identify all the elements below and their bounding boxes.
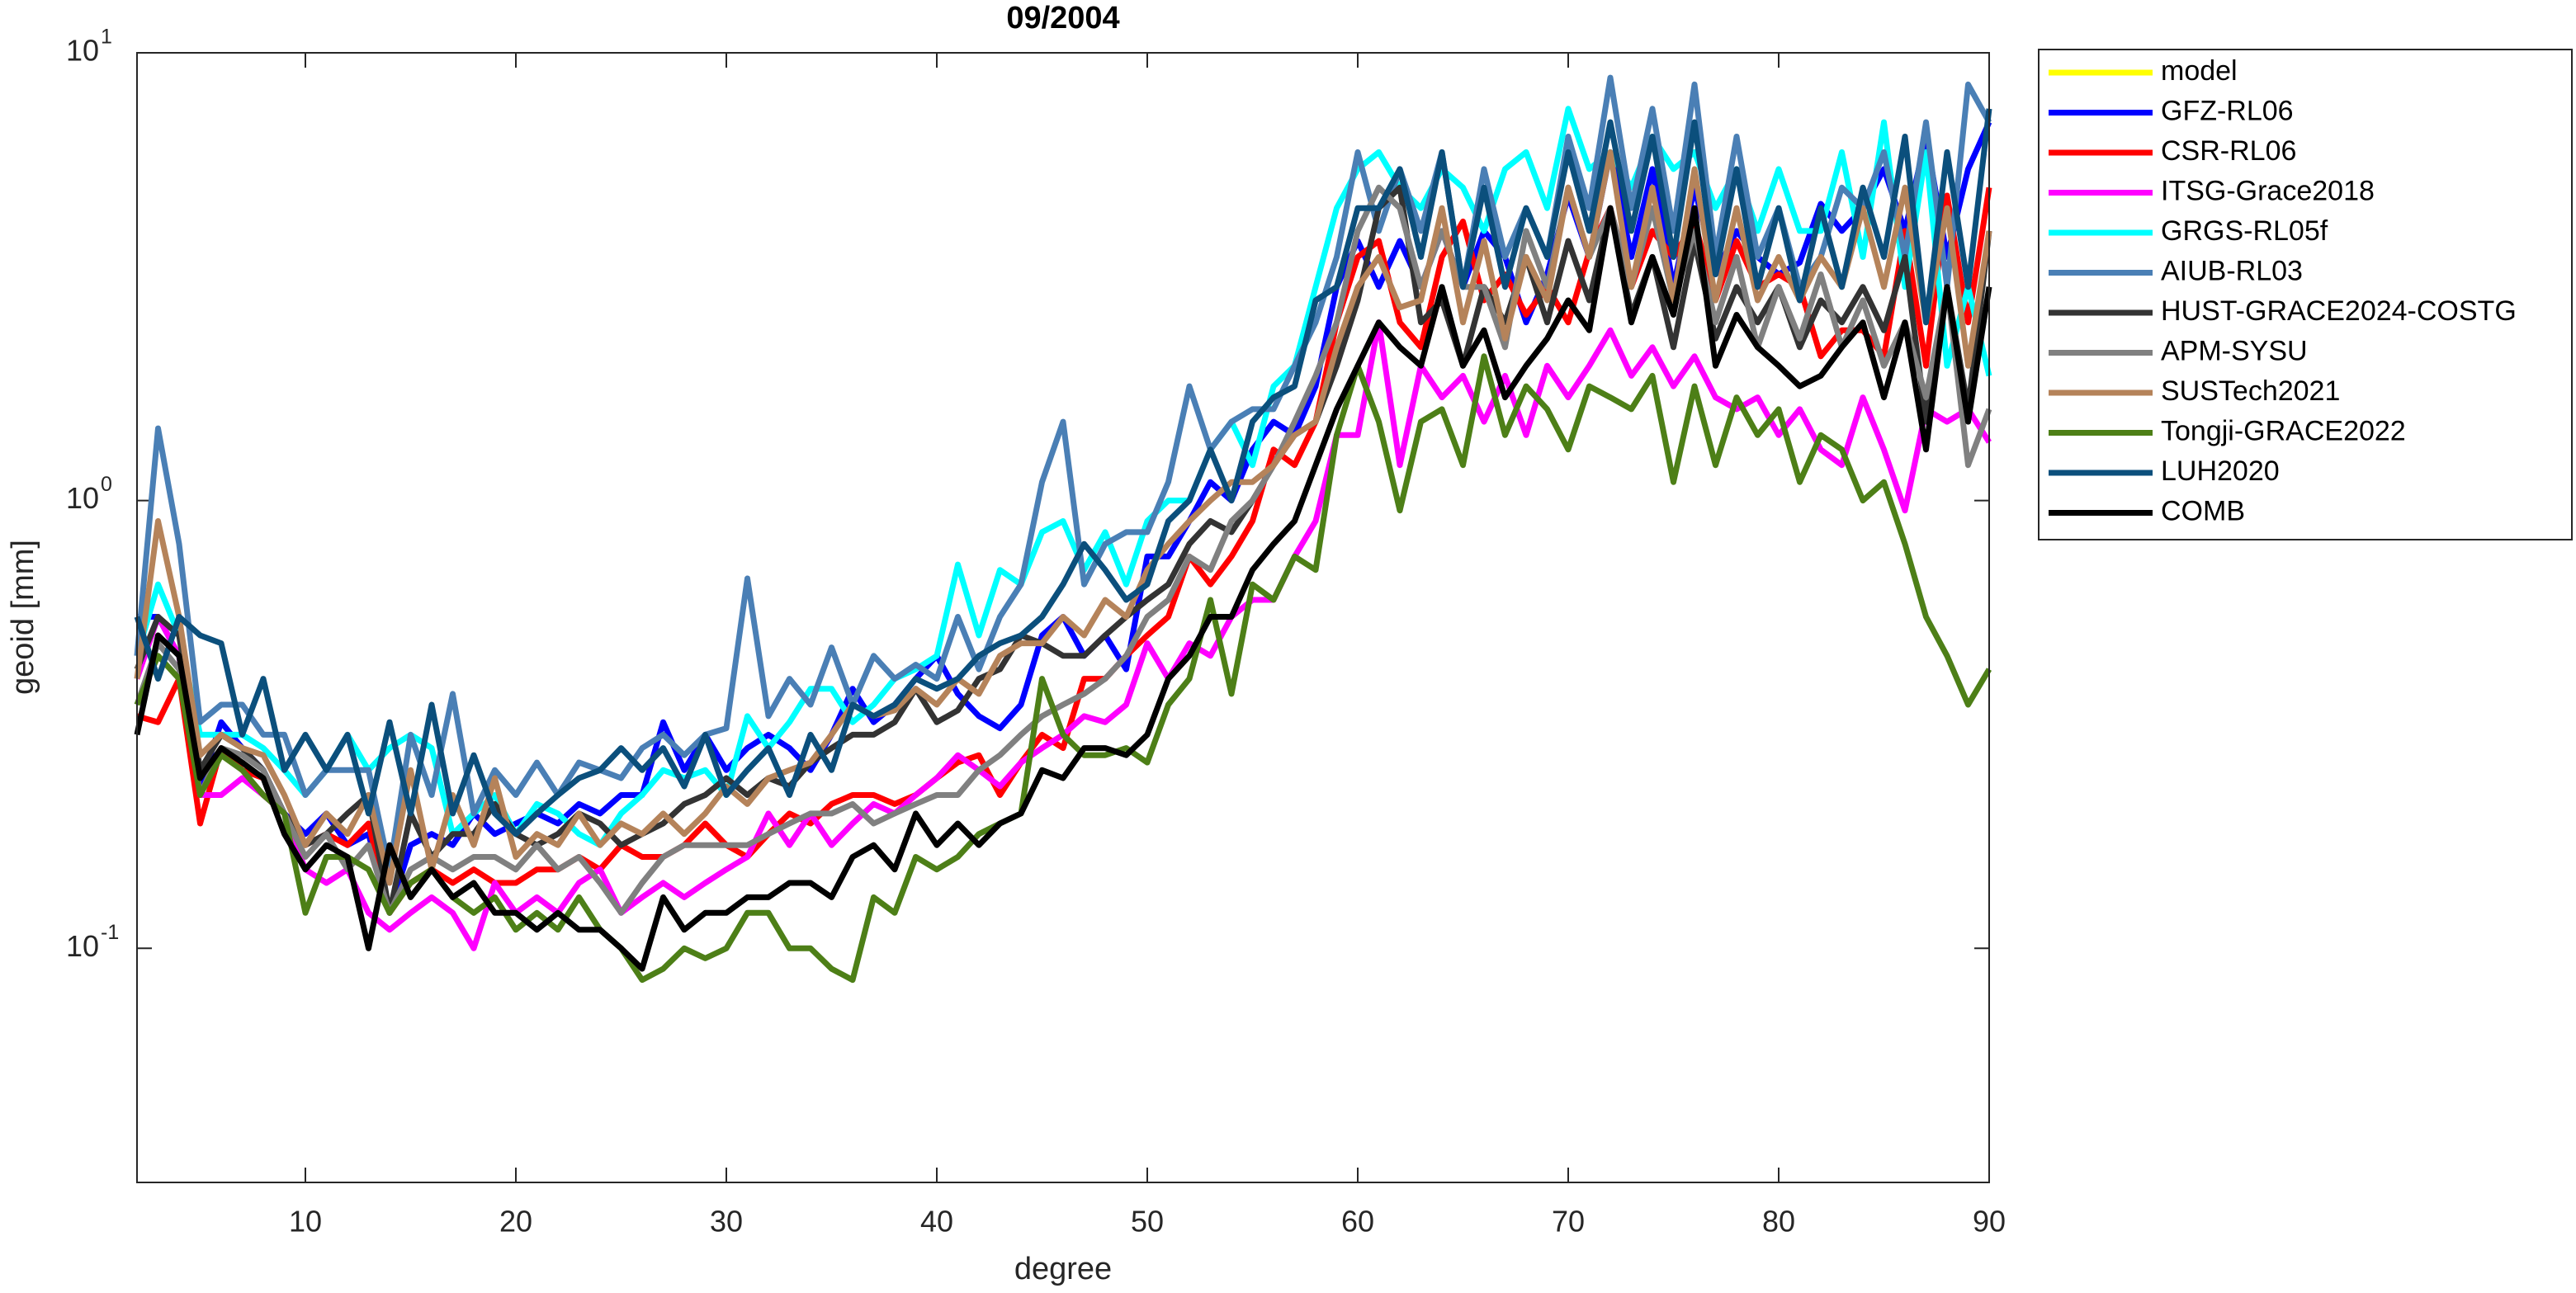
y-tick-label: 10 [66,481,99,515]
chart-title: 09/2004 [1006,1,1119,35]
x-tick-label: 70 [1552,1205,1585,1239]
legend-label: HUST-GRACE2024-COSTG [2161,295,2517,327]
x-tick-label: 20 [499,1205,532,1239]
y-tick-exponent: 1 [101,26,112,49]
series-line [134,205,1992,972]
legend-label: SUSTech2021 [2161,375,2340,407]
x-tick-label: 80 [1762,1205,1795,1239]
y-tick-exponent: 0 [101,473,112,496]
legend-label: COMB [2161,495,2245,526]
legend-label: GFZ-RL06 [2161,95,2294,126]
y-tick-label: 10 [66,34,99,68]
y-tick-exponent: -1 [101,921,119,944]
legend-box [2038,49,2573,540]
x-axis-label: degree [1014,1252,1112,1286]
legend-label: CSR-RL06 [2161,135,2296,167]
legend-label: model [2161,55,2238,87]
legend-label: AIUB-RL03 [2161,255,2303,286]
x-tick-label: 90 [1973,1205,2006,1239]
y-tick-label: 10 [66,929,99,963]
series-line [134,108,1992,838]
legend-label: Tongji-GRACE2022 [2161,415,2406,446]
legend-label: GRGS-RL05f [2161,215,2328,247]
x-tick-label: 40 [920,1205,953,1239]
legend-label: LUH2020 [2161,455,2280,487]
legend-label: APM-SYSU [2161,335,2308,366]
series-line [134,184,1992,916]
y-axis-label: geoid [mm] [6,540,40,695]
legend-label: ITSG-Grace2018 [2161,175,2375,206]
x-tick-label: 10 [289,1205,322,1239]
x-tick-label: 50 [1131,1205,1164,1239]
x-tick-label: 30 [710,1205,743,1239]
x-tick-label: 60 [1341,1205,1374,1239]
series-line [134,74,1992,873]
series-line [134,149,1992,886]
plot-frame [136,52,1990,1183]
